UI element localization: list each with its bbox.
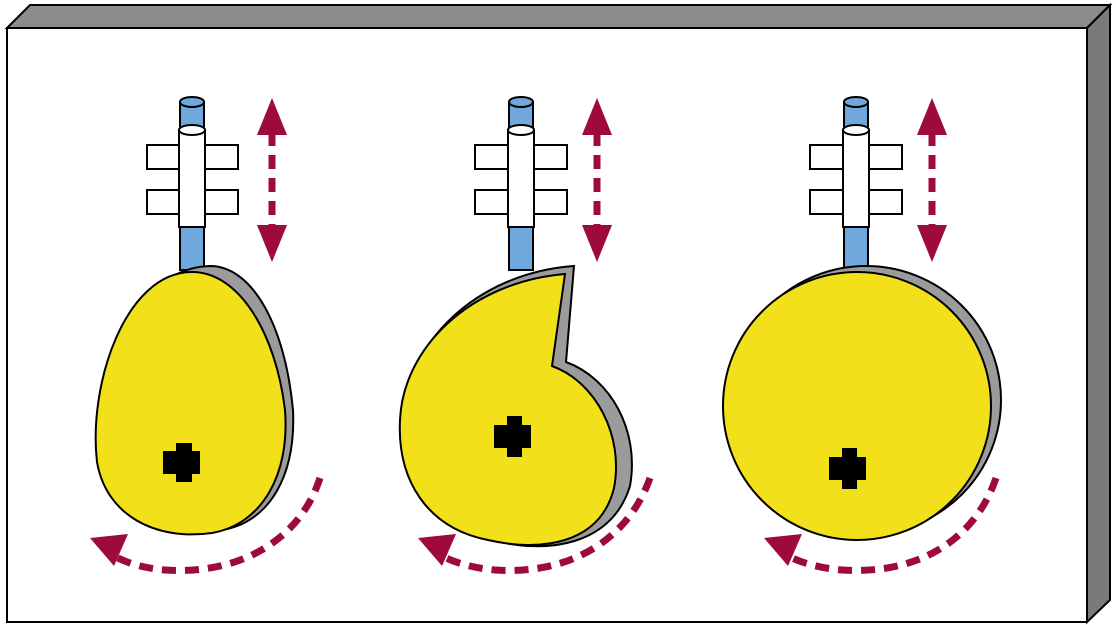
- rotation-arrowhead-2: [418, 534, 456, 566]
- follower-rod-top-3: [843, 96, 869, 108]
- arrowhead-up-3: [917, 98, 947, 135]
- rotation-arrowhead-3: [764, 534, 802, 566]
- rotation-arrow-3: [779, 476, 1000, 574]
- cam-hub-3: [829, 448, 866, 489]
- follower-rod-top-1: [179, 96, 205, 108]
- guide-sleeve-top-2: [507, 124, 535, 136]
- eccentric-cam: [722, 271, 992, 541]
- rotation-arrowhead-1: [90, 534, 128, 566]
- pear-cam-assembly: [94, 96, 324, 574]
- follower-2: [474, 96, 568, 271]
- backboard-side-edge: [1086, 2, 1111, 625]
- guide-sleeve-1: [178, 129, 206, 228]
- rotation-arrow-1: [105, 476, 324, 574]
- cam-hub-1: [163, 443, 200, 482]
- arrowhead-down-3: [917, 225, 947, 262]
- follower-3: [809, 96, 903, 271]
- guide-sleeve-2: [507, 129, 535, 228]
- follower-rod-top-2: [508, 96, 534, 108]
- arrowhead-up-2: [582, 98, 612, 135]
- guide-sleeve-top-3: [842, 124, 870, 136]
- eccentric-cam-assembly: [722, 96, 1002, 574]
- arrowhead-up-1: [257, 98, 287, 135]
- snail-cam: [398, 272, 617, 546]
- guide-sleeve-top-1: [178, 124, 206, 136]
- pear-cam: [94, 270, 287, 536]
- rotation-arrow-2: [433, 476, 654, 574]
- backboard-top-edge: [4, 4, 1113, 29]
- arrowhead-down-2: [582, 225, 612, 262]
- arrowhead-down-1: [257, 225, 287, 262]
- snail-cam-assembly: [398, 96, 654, 574]
- guide-sleeve-3: [842, 129, 870, 228]
- cam-hub-2: [494, 416, 531, 457]
